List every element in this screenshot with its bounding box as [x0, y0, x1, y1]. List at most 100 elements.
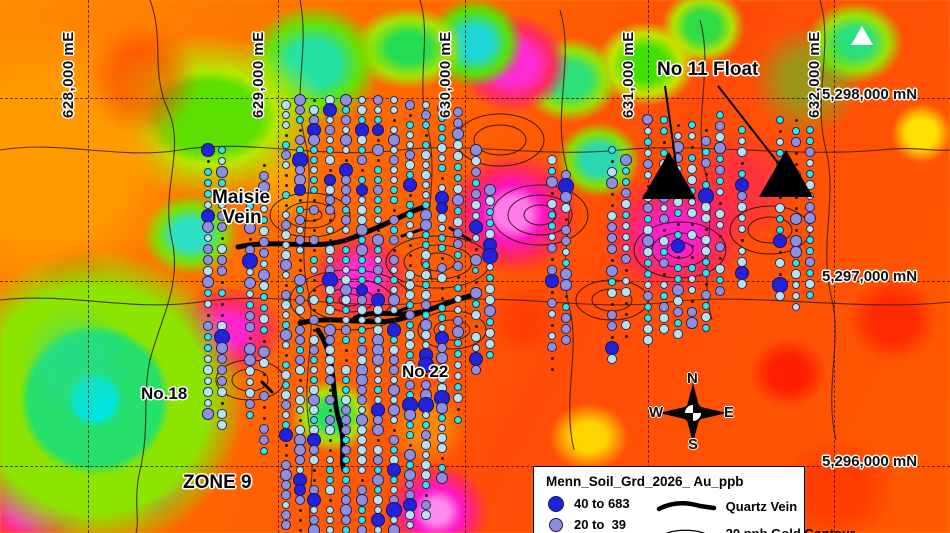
- soil-sample-point: [546, 176, 558, 188]
- soil-sample-point: [778, 250, 782, 254]
- soil-sample-point: [791, 280, 801, 290]
- soil-sample-point: [404, 469, 416, 481]
- soil-sample-point: [203, 233, 213, 243]
- soil-sample-point: [259, 325, 269, 335]
- soil-sample-point: [357, 105, 367, 115]
- soil-sample-point: [470, 287, 482, 299]
- soil-sample-point: [328, 238, 332, 242]
- soil-sample-point: [405, 510, 415, 520]
- soil-sample-point: [718, 201, 722, 205]
- soil-sample-point: [388, 134, 400, 146]
- soil-sample-point: [437, 123, 447, 133]
- soil-sample-point: [453, 349, 463, 359]
- soil-sample-point: [452, 260, 464, 272]
- soil-sample-point: [217, 288, 227, 298]
- soil-sample-point: [606, 265, 618, 277]
- soil-sample-point: [406, 461, 414, 469]
- soil-sample-point: [325, 425, 335, 435]
- soil-sample-point: [643, 247, 653, 257]
- soil-sample-point: [421, 330, 431, 340]
- soil-sample-point: [421, 110, 431, 120]
- soil-sample-point: [561, 236, 571, 246]
- soil-sample-point: [738, 126, 746, 134]
- soil-sample-point: [701, 257, 711, 267]
- soil-sample-point: [325, 125, 335, 135]
- soil-sample-point: [390, 276, 398, 284]
- soil-sample-point: [794, 228, 798, 232]
- soil-sample-point: [621, 177, 631, 187]
- soil-sample-point: [794, 206, 798, 210]
- soil-sample-point: [340, 444, 352, 456]
- soil-sample-point: [281, 370, 291, 380]
- soil-sample-point: [206, 313, 210, 317]
- soil-sample-point: [420, 219, 432, 231]
- soil-sample-point: [373, 195, 383, 205]
- soil-sample-point: [471, 233, 481, 243]
- soil-sample-point: [258, 170, 270, 182]
- soil-sample-point: [358, 176, 366, 184]
- soil-sample-point: [216, 166, 228, 178]
- soil-sample-point: [216, 342, 228, 354]
- soil-sample-point: [325, 295, 335, 305]
- soil-sample-point: [405, 420, 414, 429]
- soil-sample-point: [408, 443, 412, 447]
- soil-sample-point: [310, 376, 318, 384]
- soil-sample-point: [298, 528, 302, 532]
- soil-sample-point: [293, 183, 307, 197]
- soil-sample-point: [324, 204, 336, 216]
- soil-sample-point: [452, 227, 464, 239]
- soil-sample-point: [360, 168, 364, 172]
- soil-sample-point: [341, 195, 351, 205]
- soil-sample-point: [456, 275, 460, 279]
- soil-sample-point: [714, 241, 726, 253]
- soil-sample-point: [312, 98, 316, 102]
- soil-sample-point: [740, 161, 744, 165]
- soil-sample-point: [546, 242, 558, 254]
- soil-sample-point: [389, 435, 399, 445]
- soil-sample-point: [341, 265, 351, 275]
- soil-sample-point: [324, 374, 336, 386]
- soil-sample-point: [203, 266, 213, 276]
- soil-sample-point: [690, 145, 694, 149]
- soil-sample-point: [258, 390, 270, 402]
- soil-sample-point: [357, 405, 367, 415]
- soil-sample-point: [260, 304, 268, 312]
- soil-sample-point: [324, 394, 336, 406]
- soil-sample-point: [258, 423, 270, 435]
- soil-sample-point: [687, 285, 697, 295]
- soil-sample-point: [281, 160, 291, 170]
- soil-sample-point: [281, 250, 291, 260]
- soil-sample-point: [716, 177, 724, 185]
- soil-sample-point: [469, 352, 483, 366]
- soil-sample-point: [624, 268, 628, 272]
- soil-sample-point: [453, 393, 463, 403]
- soil-sample-point: [436, 472, 448, 484]
- soil-sample-point: [701, 136, 711, 146]
- soil-sample-point: [422, 311, 430, 319]
- soil-sample-point: [284, 183, 288, 187]
- soil-sample-point: [606, 221, 618, 233]
- soil-sample-point: [373, 175, 382, 184]
- soil-sample-point: [550, 191, 554, 195]
- soil-sample-point: [621, 254, 631, 264]
- soil-sample-point: [607, 233, 617, 243]
- soil-sample-point: [281, 380, 291, 390]
- soil-sample-point: [217, 189, 227, 199]
- soil-sample-point: [245, 410, 254, 419]
- soil-sample-point: [790, 235, 802, 247]
- soil-sample-point: [357, 145, 366, 154]
- soil-sample-point: [438, 364, 446, 372]
- soil-sample-point: [373, 325, 383, 335]
- soil-sample-point: [328, 448, 332, 452]
- soil-sample-point: [408, 253, 412, 257]
- soil-sample-point: [326, 466, 334, 474]
- soil-sample-point: [702, 269, 710, 277]
- soil-sample-point: [453, 371, 463, 381]
- soil-sample-point: [486, 219, 494, 227]
- soil-sample-point: [312, 198, 316, 202]
- soil-sample-point: [357, 345, 367, 355]
- soil-sample-point: [804, 201, 816, 213]
- soil-sample-point: [806, 247, 814, 255]
- soil-sample-point: [791, 137, 801, 147]
- soil-sample-point: [294, 354, 306, 366]
